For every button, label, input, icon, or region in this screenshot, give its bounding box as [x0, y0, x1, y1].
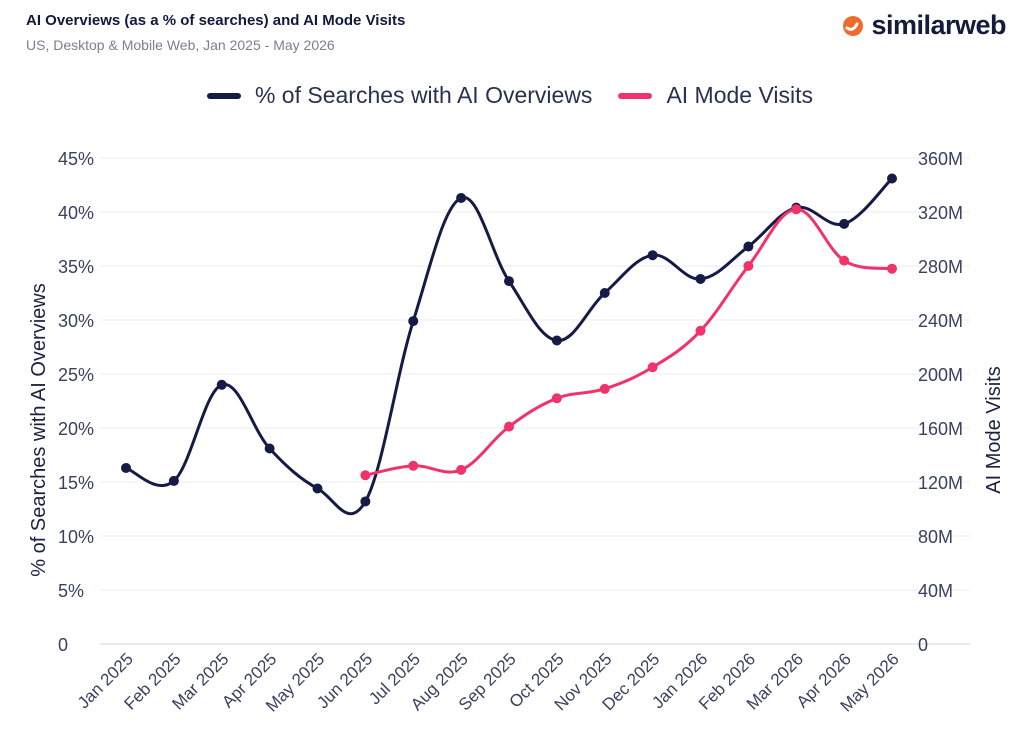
- data-point-overviews[interactable]: [839, 218, 850, 229]
- y-right-tick-label: 40M: [918, 581, 953, 601]
- chart-legend: % of Searches with AI Overviews AI Mode …: [0, 82, 1020, 109]
- y-right-tick-label: 80M: [918, 527, 953, 547]
- legend-swatch-mode: [618, 92, 653, 99]
- grid-lines: [100, 157, 970, 645]
- data-point-overviews[interactable]: [168, 475, 179, 486]
- data-point-overviews[interactable]: [121, 462, 131, 473]
- y-left-tick-label: 40%: [58, 203, 94, 223]
- data-point-overviews[interactable]: [216, 379, 227, 390]
- y-right-tick-label: 360M: [918, 149, 963, 169]
- logo-text: similarweb: [871, 10, 1006, 40]
- data-point-mode[interactable]: [647, 362, 658, 373]
- y-left-tick-label: 25%: [58, 365, 94, 385]
- data-point-mode[interactable]: [791, 204, 802, 215]
- data-point-overviews[interactable]: [647, 250, 658, 261]
- data-point-overviews[interactable]: [408, 316, 419, 327]
- data-point-mode[interactable]: [839, 255, 850, 266]
- y-left-tick-label: 5%: [58, 581, 84, 601]
- y-right-tick-label: 0: [918, 635, 928, 655]
- data-point-overviews[interactable]: [599, 288, 610, 298]
- y-right-tick-label: 240M: [918, 311, 963, 331]
- y-left-tick-label: 15%: [58, 473, 94, 493]
- y-left-tick-label: 20%: [58, 419, 94, 439]
- y-axis-right: 0 40M 80M 120M 160M 200M 240M 280M 320M 360M: [918, 149, 963, 655]
- y-right-tick-label: 280M: [918, 257, 963, 277]
- y-left-tick-label: 45%: [58, 149, 94, 169]
- data-point-overviews[interactable]: [743, 241, 754, 252]
- legend-swatch-overviews: [206, 92, 241, 99]
- data-point-mode[interactable]: [360, 470, 371, 481]
- y-left-tick-label: 10%: [58, 527, 94, 547]
- legend-label-mode: AI Mode Visits: [666, 82, 814, 108]
- data-point-overviews[interactable]: [887, 173, 897, 184]
- y-left-tick-label: 35%: [58, 257, 94, 277]
- y-right-tick-label: 160M: [918, 419, 963, 439]
- legend-item-mode[interactable]: AI Mode Visits: [618, 82, 813, 109]
- y-axis-left-title: % of Searches with AI Overviews: [28, 283, 50, 576]
- y-axis-right-title: AI Mode Visits: [983, 366, 1005, 493]
- y-right-tick-label: 320M: [918, 203, 963, 223]
- data-point-mode[interactable]: [408, 460, 419, 471]
- legend-item-overviews[interactable]: % of Searches with AI Overviews: [206, 82, 593, 109]
- chart-title: AI Overviews (as a % of searches) and AI…: [26, 12, 406, 29]
- data-point-mode[interactable]: [599, 383, 610, 394]
- data-point-mode[interactable]: [551, 393, 562, 404]
- series-line-mode: [363, 207, 894, 477]
- data-point-mode[interactable]: [456, 464, 467, 475]
- data-point-overviews[interactable]: [264, 443, 275, 454]
- y-left-tick-label: 0: [58, 635, 68, 655]
- y-right-tick-label: 120M: [918, 473, 963, 493]
- data-point-overviews[interactable]: [695, 273, 706, 284]
- data-point-overviews[interactable]: [504, 276, 514, 287]
- y-right-tick-label: 200M: [918, 365, 963, 385]
- y-left-tick-label: 30%: [58, 311, 94, 331]
- similarweb-logo: similarweb: [842, 10, 1006, 41]
- data-point-mode[interactable]: [743, 261, 754, 271]
- similarweb-logo-icon: [843, 15, 864, 36]
- data-point-overviews[interactable]: [551, 335, 562, 346]
- chart-subtitle: US, Desktop & Mobile Web, Jan 2025 - May…: [26, 37, 335, 53]
- legend-label-overviews: % of Searches with AI Overviews: [254, 82, 593, 108]
- data-point-mode[interactable]: [504, 421, 514, 432]
- series-points: [121, 173, 897, 507]
- data-point-overviews[interactable]: [360, 496, 371, 507]
- data-point-mode[interactable]: [695, 325, 706, 336]
- data-point-mode[interactable]: [887, 263, 897, 274]
- series-line-overviews: [124, 177, 894, 516]
- data-point-overviews[interactable]: [456, 192, 467, 203]
- data-point-overviews[interactable]: [312, 483, 323, 494]
- y-axis-left: 0 5% 10% 15% 20% 25% 30% 35% 40% 45%: [58, 149, 94, 655]
- series-lines: [124, 177, 894, 516]
